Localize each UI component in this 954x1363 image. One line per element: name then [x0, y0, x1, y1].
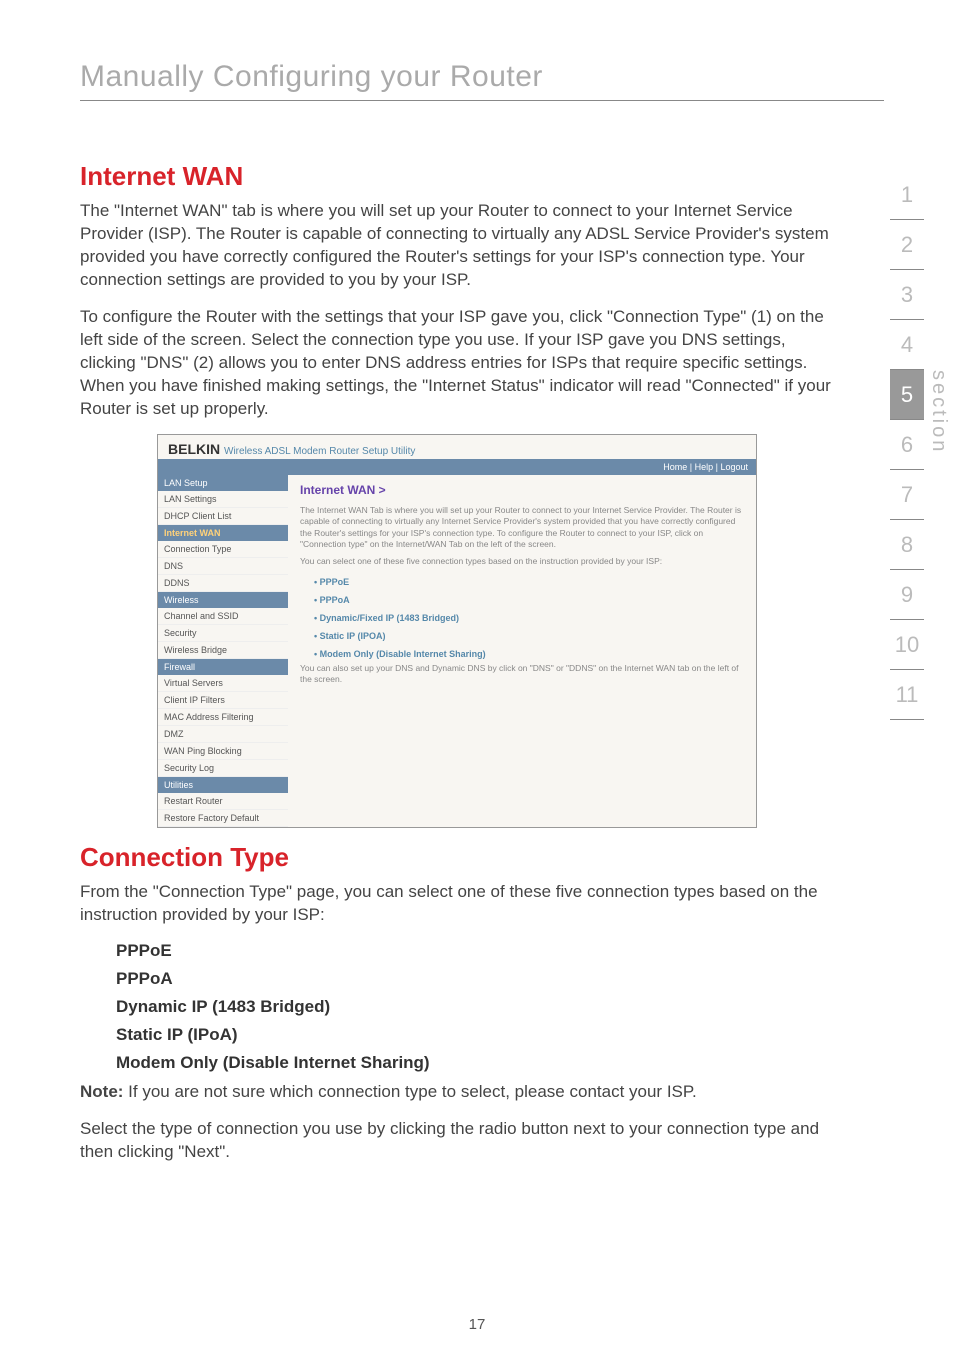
section-num[interactable]: 1	[890, 170, 924, 220]
ss-nav-item[interactable]: Security Log	[158, 760, 288, 777]
connection-type-list: PPPoE PPPoA Dynamic IP (1483 Bridged) St…	[116, 941, 834, 1073]
conn-item: PPPoE	[116, 941, 834, 961]
note-body: If you are not sure which connection typ…	[123, 1082, 696, 1101]
ss-nav-item[interactable]: Channel and SSID	[158, 608, 288, 625]
ss-nav-item[interactable]: MAC Address Filtering	[158, 709, 288, 726]
section-num[interactable]: 6	[890, 420, 924, 470]
router-ui-screenshot: BELKIN Wireless ADSL Modem Router Setup …	[157, 434, 757, 828]
note-label: Note:	[80, 1082, 123, 1101]
ss-nav-item[interactable]: Wireless Bridge	[158, 642, 288, 659]
ss-main-desc1: The Internet WAN Tab is where you will s…	[300, 505, 744, 549]
connection-type-heading: Connection Type	[80, 842, 834, 873]
section-label-vertical: section	[927, 370, 950, 454]
ss-main-desc2: You can select one of these five connect…	[300, 556, 744, 567]
conn-item: PPPoA	[116, 969, 834, 989]
title-rule	[80, 100, 884, 101]
ss-nav-item[interactable]: DNS	[158, 558, 288, 575]
ss-nav-item[interactable]: DMZ	[158, 726, 288, 743]
section-num[interactable]: 9	[890, 570, 924, 620]
ss-nav-item[interactable]: Client IP Filters	[158, 692, 288, 709]
internet-wan-heading: Internet WAN	[80, 161, 834, 192]
ss-nav-item[interactable]: Connection Type	[158, 541, 288, 558]
ss-main: Internet WAN > The Internet WAN Tab is w…	[288, 475, 756, 827]
ss-nav-header[interactable]: LAN Setup	[158, 475, 288, 491]
section-num[interactable]: 7	[890, 470, 924, 520]
section-num[interactable]: 8	[890, 520, 924, 570]
ss-nav-item[interactable]: DHCP Client List	[158, 508, 288, 525]
ss-brand: BELKIN Wireless ADSL Modem Router Setup …	[158, 435, 756, 459]
conn-item: Static IP (IPoA)	[116, 1025, 834, 1045]
ss-brand-name: BELKIN	[168, 441, 220, 457]
internet-wan-para2: To configure the Router with the setting…	[80, 306, 834, 421]
ss-sidebar: LAN SetupLAN SettingsDHCP Client ListInt…	[158, 475, 288, 827]
ss-brand-sub: Wireless ADSL Modem Router Setup Utility	[224, 446, 415, 457]
ss-main-heading: Internet WAN >	[300, 483, 744, 497]
ss-topbar[interactable]: Home | Help | Logout	[158, 459, 756, 475]
ss-nav-header[interactable]: Utilities	[158, 777, 288, 793]
ss-nav-item[interactable]: Security	[158, 625, 288, 642]
connection-type-intro: From the "Connection Type" page, you can…	[80, 881, 834, 927]
connection-type-note: Note: If you are not sure which connecti…	[80, 1081, 834, 1104]
connection-type-closing: Select the type of connection you use by…	[80, 1118, 834, 1164]
section-num[interactable]: 3	[890, 270, 924, 320]
ss-nav-header[interactable]: Wireless	[158, 592, 288, 608]
ss-conn-option[interactable]: PPPoE	[300, 573, 744, 591]
conn-item: Modem Only (Disable Internet Sharing)	[116, 1053, 834, 1073]
ss-conn-option[interactable]: Static IP (IPOA)	[300, 627, 744, 645]
section-thumb-index: 1 2 3 4 5 6 7 8 9 10 11	[890, 170, 924, 720]
ss-nav-item[interactable]: LAN Settings	[158, 491, 288, 508]
running-title: Manually Configuring your Router	[80, 60, 884, 94]
ss-nav-item[interactable]: DDNS	[158, 575, 288, 592]
internet-wan-para1: The "Internet WAN" tab is where you will…	[80, 200, 834, 292]
ss-nav-item[interactable]: WAN Ping Blocking	[158, 743, 288, 760]
ss-conn-option[interactable]: PPPoA	[300, 591, 744, 609]
ss-conn-option[interactable]: Modem Only (Disable Internet Sharing)	[300, 645, 744, 663]
section-num-selected[interactable]: 5	[890, 370, 924, 420]
section-num[interactable]: 11	[890, 670, 924, 720]
ss-nav-header[interactable]: Internet WAN	[158, 525, 288, 541]
conn-item: Dynamic IP (1483 Bridged)	[116, 997, 834, 1017]
ss-nav-item[interactable]: Restore Factory Default	[158, 810, 288, 827]
section-num[interactable]: 4	[890, 320, 924, 370]
page-number: 17	[0, 1316, 954, 1333]
ss-nav-item[interactable]: Restart Router	[158, 793, 288, 810]
ss-main-foot: You can also set up your DNS and Dynamic…	[300, 663, 744, 685]
ss-nav-item[interactable]: Virtual Servers	[158, 675, 288, 692]
ss-nav-header[interactable]: Firewall	[158, 659, 288, 675]
section-num[interactable]: 10	[890, 620, 924, 670]
section-num[interactable]: 2	[890, 220, 924, 270]
ss-conn-option[interactable]: Dynamic/Fixed IP (1483 Bridged)	[300, 609, 744, 627]
